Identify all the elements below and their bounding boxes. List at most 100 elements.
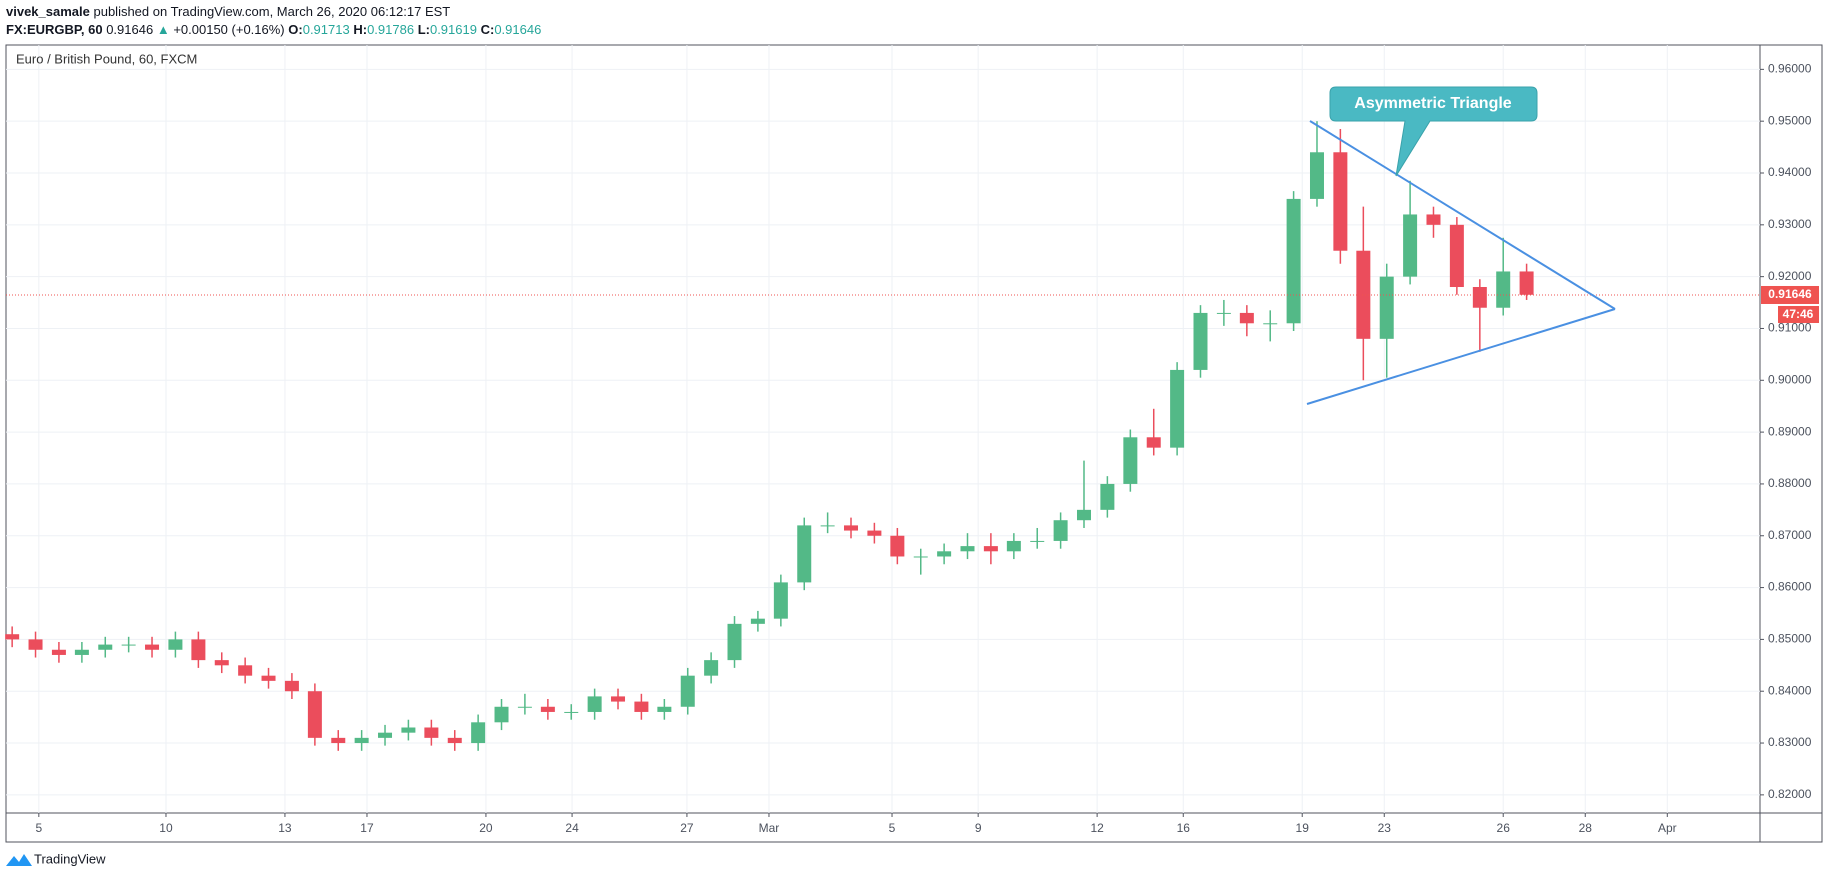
candle-body xyxy=(564,711,579,713)
x-tick-label: 23 xyxy=(1378,821,1392,835)
change: +0.00150 (+0.16%) xyxy=(173,22,285,37)
candle-body xyxy=(28,639,43,650)
candle-body xyxy=(1309,152,1324,199)
candle-body xyxy=(890,535,905,557)
x-tick-label: 20 xyxy=(479,821,493,835)
last-price-box xyxy=(1761,285,1819,304)
candle-body xyxy=(844,525,859,531)
y-tick-label: 0.87000 xyxy=(1768,528,1812,542)
l-label: L: xyxy=(417,22,430,37)
candle-body xyxy=(797,525,812,583)
symbol-line: FX:EURGBP, 60 0.91646 ▲ +0.00150 (+0.16%… xyxy=(6,22,541,37)
x-tick-label: 17 xyxy=(360,821,374,835)
y-tick-label: 0.96000 xyxy=(1768,62,1812,76)
candle-body xyxy=(494,706,509,723)
candle-body xyxy=(1053,520,1068,541)
candle-body xyxy=(634,701,649,712)
o-label: O: xyxy=(288,22,303,37)
y-tick-label: 0.86000 xyxy=(1768,580,1812,594)
candle-body xyxy=(1496,271,1511,308)
candle-body xyxy=(657,706,672,712)
candle-body xyxy=(1076,509,1091,521)
candle-body xyxy=(1239,312,1254,324)
candle-body xyxy=(1193,312,1208,370)
arrow: ▲ xyxy=(156,22,170,37)
y-tick-label: 0.82000 xyxy=(1768,787,1812,801)
candle-body xyxy=(704,660,719,676)
x-tick-label: 5 xyxy=(35,821,42,835)
y-tick-label: 0.92000 xyxy=(1768,269,1812,283)
y-tick-label: 0.94000 xyxy=(1768,165,1812,179)
candle-body xyxy=(168,639,183,650)
candle-body xyxy=(98,644,113,650)
triangle-drawing: Asymmetric Triangle xyxy=(1306,86,1616,405)
frame xyxy=(5,44,1823,843)
x-tick-label: 5 xyxy=(889,821,896,835)
x-tick-label: 28 xyxy=(1579,821,1593,835)
x-tick-label: Mar xyxy=(759,821,780,835)
candle-body xyxy=(1123,437,1138,484)
candle-body xyxy=(191,639,206,661)
high: 0.91786 xyxy=(367,22,415,37)
candle-body xyxy=(1519,271,1534,295)
candle-body xyxy=(1216,312,1231,314)
candle-body xyxy=(587,696,602,712)
x-tick-label: 27 xyxy=(680,821,694,835)
y-tick-label: 0.85000 xyxy=(1768,632,1812,646)
publish-line: vivek_samale published on TradingView.co… xyxy=(6,4,450,19)
low: 0.91619 xyxy=(429,22,477,37)
candle-body xyxy=(447,737,462,744)
candle-body xyxy=(540,706,555,712)
x-tick-label: 13 xyxy=(278,821,292,835)
x-tick-label: 16 xyxy=(1177,821,1191,835)
y-tick-label: 0.84000 xyxy=(1768,683,1812,697)
y-tick-label: 0.88000 xyxy=(1768,476,1812,490)
candle-body xyxy=(51,649,66,655)
candle-body xyxy=(238,665,253,676)
candle-body xyxy=(378,732,393,738)
symbol: FX:EURGBP, 60 xyxy=(6,22,103,37)
y-tick-label: 0.90000 xyxy=(1768,372,1812,386)
candle-body xyxy=(750,618,765,624)
triangle-lower-line xyxy=(1306,308,1616,405)
x-tick-label: 19 xyxy=(1296,821,1310,835)
logo-shape xyxy=(6,854,32,866)
last-price-label: 0.91646 xyxy=(1768,287,1812,301)
candle-body xyxy=(611,696,626,702)
candle-body xyxy=(727,623,742,661)
candle-body xyxy=(913,556,928,558)
candle-body xyxy=(1006,540,1021,552)
x-tick-label: 26 xyxy=(1497,821,1511,835)
candle-body xyxy=(1333,152,1348,251)
callout-text: Asymmetric Triangle xyxy=(1354,95,1512,112)
author: vivek_samale xyxy=(6,4,90,19)
c-label: C: xyxy=(480,22,495,37)
x-tick-label: 12 xyxy=(1090,821,1104,835)
brand-logo xyxy=(6,854,32,866)
candle-body xyxy=(680,675,695,707)
x-tick-label: 10 xyxy=(159,821,173,835)
candle-body xyxy=(354,737,369,744)
candle-body xyxy=(307,691,322,738)
triangle-upper-line xyxy=(1309,120,1616,310)
candle-body xyxy=(820,525,835,527)
countdown-label: 47:46 xyxy=(1783,307,1814,321)
candle-body xyxy=(1030,540,1045,542)
candle-body xyxy=(1379,276,1394,339)
candle-body xyxy=(1263,323,1278,325)
candle-body xyxy=(1449,224,1464,288)
y-tick-label: 0.89000 xyxy=(1768,424,1812,438)
y-tick-label: 0.95000 xyxy=(1768,113,1812,127)
y-tick-label: 0.83000 xyxy=(1768,735,1812,749)
candle-body xyxy=(424,727,439,738)
candle-body xyxy=(1146,437,1161,448)
candle-body xyxy=(1426,214,1441,225)
candle-body xyxy=(214,660,229,666)
countdown-box xyxy=(1778,305,1819,323)
candle-body xyxy=(121,644,136,646)
candle-body xyxy=(145,644,160,650)
candle-body xyxy=(1170,369,1185,448)
candle-body xyxy=(471,722,486,744)
close: 0.91646 xyxy=(494,22,542,37)
